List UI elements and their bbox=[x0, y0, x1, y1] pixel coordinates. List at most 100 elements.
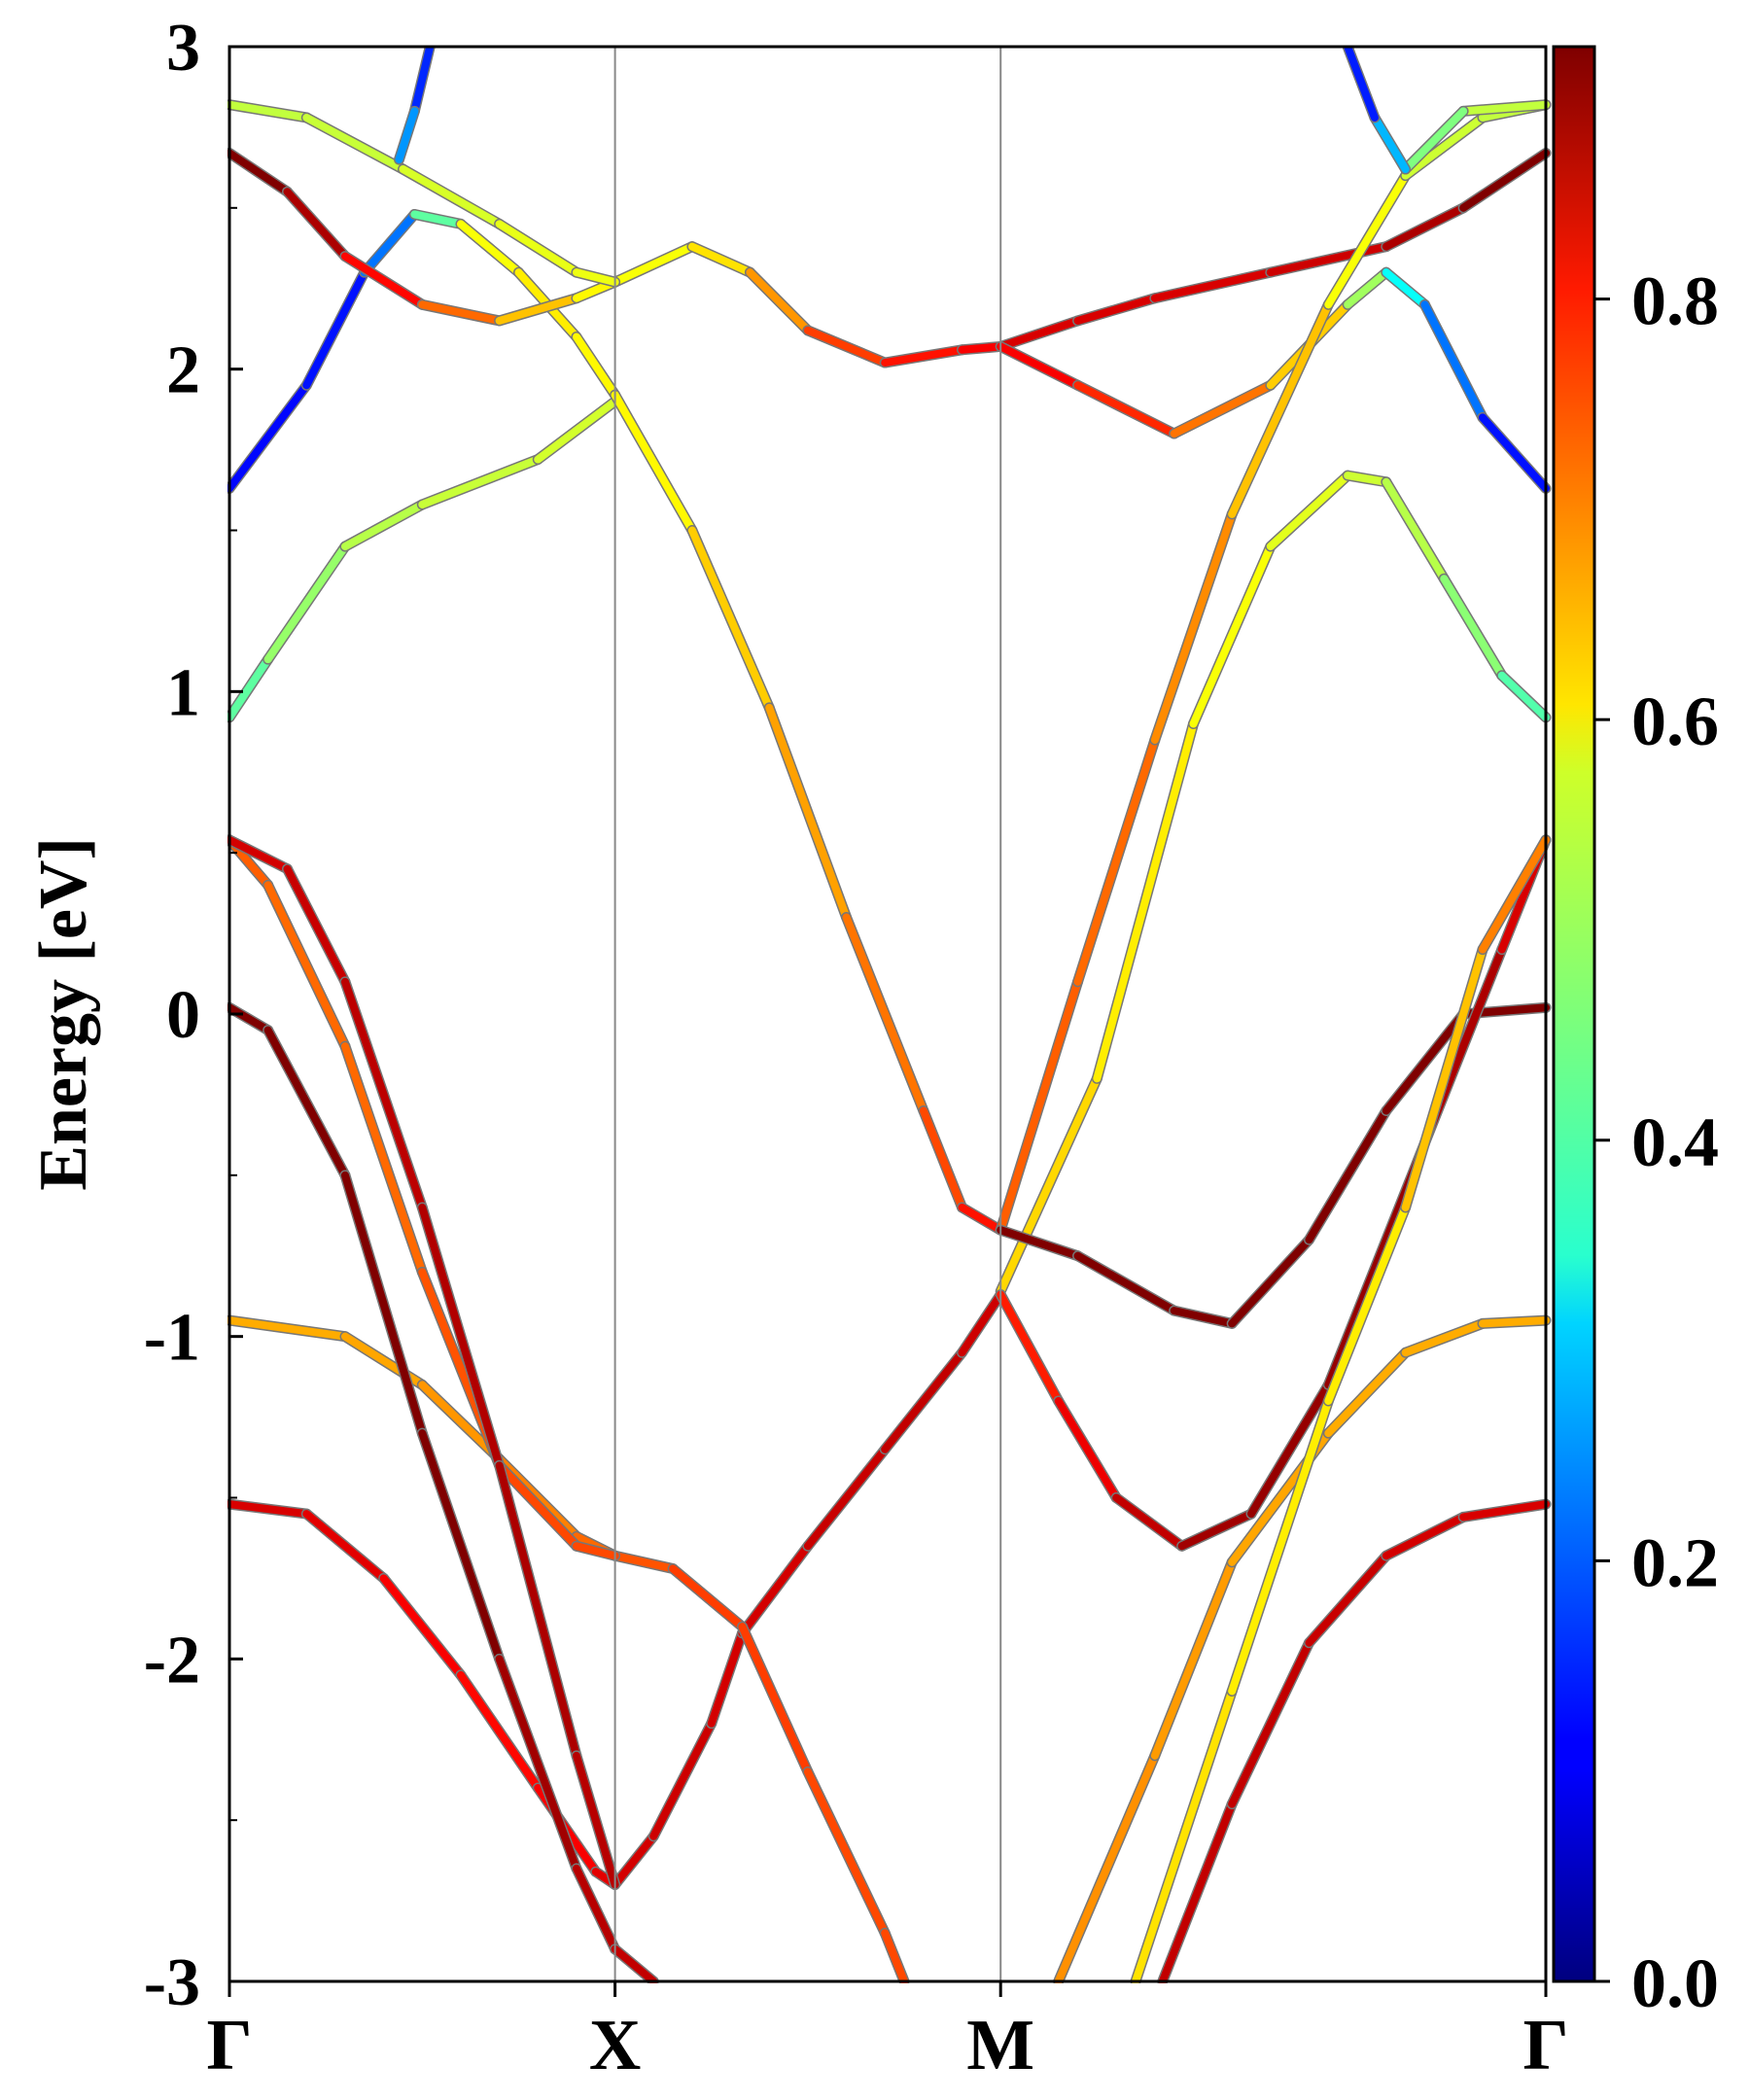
mask-rect bbox=[0, 1983, 1750, 2100]
band-5 bbox=[224, 1001, 659, 1987]
colorbar-ticks: 0.0 0.2 0.4 0.6 0.8 bbox=[1594, 262, 1719, 2022]
band-segment bbox=[1073, 736, 1159, 986]
band-segment bbox=[1132, 1687, 1237, 1985]
band-segment bbox=[1073, 1251, 1178, 1315]
band-segment bbox=[302, 268, 368, 390]
band-segment bbox=[226, 100, 311, 122]
band-segment bbox=[1266, 472, 1352, 551]
y-axis-label: Energy [eV] bbox=[26, 837, 101, 1191]
x-tick-label: Γ bbox=[1522, 2006, 1568, 2085]
band-1 bbox=[224, 1289, 1006, 1890]
band-segment bbox=[379, 1574, 465, 1679]
band-segment bbox=[1344, 268, 1390, 309]
band-segment bbox=[1305, 1552, 1390, 1647]
band-15 bbox=[995, 470, 1552, 1297]
colorbar-tick-label: 0.8 bbox=[1631, 262, 1719, 340]
band-segment bbox=[997, 342, 1082, 390]
band-segment bbox=[1324, 1204, 1410, 1405]
y-tick-label: 0 bbox=[166, 978, 200, 1053]
band-segment bbox=[1324, 171, 1410, 309]
band-segment bbox=[495, 294, 580, 325]
band-segment bbox=[1459, 1500, 1550, 1522]
band-segment bbox=[340, 252, 427, 309]
band-segment bbox=[1112, 1493, 1186, 1551]
band-segment bbox=[395, 107, 419, 164]
band-segment bbox=[611, 391, 696, 535]
band-2 bbox=[224, 1314, 910, 1987]
band-segment bbox=[765, 703, 851, 922]
band-21 bbox=[1342, 41, 1552, 175]
band-segment bbox=[1177, 1510, 1255, 1551]
band-segment bbox=[1344, 43, 1379, 122]
band-segment bbox=[418, 455, 542, 508]
band-segment bbox=[997, 1226, 1082, 1260]
y-tick-label: 3 bbox=[166, 11, 200, 86]
band-segment bbox=[1158, 1800, 1237, 1985]
band-segment bbox=[803, 1768, 890, 1938]
band-lines bbox=[224, 41, 1552, 1987]
band-segment bbox=[226, 1316, 349, 1341]
band-20 bbox=[1157, 1498, 1552, 1987]
band-9 bbox=[224, 147, 1006, 368]
band-segment bbox=[1228, 1236, 1313, 1328]
band-segment bbox=[572, 1751, 619, 1889]
colorbar-tick-label: 0.0 bbox=[1631, 1944, 1719, 2022]
band-segment bbox=[495, 1655, 580, 1872]
band-segment bbox=[302, 1510, 388, 1583]
band-segment bbox=[340, 1171, 427, 1438]
y-axis-ticks: 3 2 1 0 -1 -2 -3 bbox=[144, 11, 243, 2020]
colorbar-tick-label: 0.2 bbox=[1631, 1523, 1719, 1601]
band-segment bbox=[746, 268, 812, 334]
band-segment bbox=[1344, 472, 1390, 486]
y-tick-label: -2 bbox=[144, 1623, 200, 1698]
band-segment bbox=[1054, 1397, 1121, 1502]
band-segment bbox=[226, 1500, 311, 1519]
band-11 bbox=[394, 41, 436, 165]
band-segment bbox=[1478, 835, 1550, 954]
mask-rect bbox=[0, 0, 1750, 46]
band-segment bbox=[1478, 413, 1550, 493]
band-segment bbox=[572, 268, 619, 287]
band-segment bbox=[1305, 1106, 1390, 1244]
band-8 bbox=[610, 389, 1006, 1236]
band-segment bbox=[1459, 149, 1550, 212]
band-segment bbox=[803, 1445, 890, 1551]
band-segment bbox=[997, 977, 1082, 1235]
band-segment bbox=[1370, 113, 1410, 174]
band-segment bbox=[226, 1003, 272, 1034]
band-segment bbox=[340, 977, 427, 1211]
band-segment bbox=[1150, 268, 1275, 302]
band-segment bbox=[456, 1670, 542, 1792]
band-segment bbox=[1189, 542, 1275, 728]
band-segment bbox=[1401, 1319, 1487, 1357]
band-segment bbox=[611, 1944, 658, 1985]
band-segment bbox=[1073, 294, 1159, 325]
band-10 bbox=[224, 99, 621, 288]
high-symmetry-lines bbox=[613, 47, 1002, 1981]
band-segment bbox=[997, 1074, 1102, 1296]
band-13 bbox=[995, 266, 1552, 494]
band-segment bbox=[1401, 107, 1468, 174]
band-segment bbox=[958, 1204, 1005, 1235]
band-segment bbox=[1246, 1381, 1333, 1519]
band-segment bbox=[1440, 575, 1506, 680]
band-segment bbox=[881, 345, 966, 368]
band-segment bbox=[1324, 1348, 1410, 1438]
band-segment bbox=[340, 1042, 427, 1277]
y-tick-label: -1 bbox=[144, 1301, 200, 1376]
band-segment bbox=[1228, 300, 1333, 518]
band-segment bbox=[881, 1348, 966, 1453]
band-segment bbox=[456, 220, 523, 277]
band-segment bbox=[572, 1542, 619, 1560]
band-segment bbox=[1382, 1010, 1468, 1115]
band-17 bbox=[995, 834, 1552, 1552]
band-segment bbox=[418, 1429, 504, 1663]
band-segment bbox=[1401, 945, 1487, 1211]
band-14 bbox=[995, 99, 1552, 1236]
band-segment bbox=[919, 1106, 966, 1211]
band-segment bbox=[263, 1026, 349, 1179]
band-segment bbox=[997, 316, 1082, 351]
band-segment bbox=[1054, 1751, 1159, 1985]
